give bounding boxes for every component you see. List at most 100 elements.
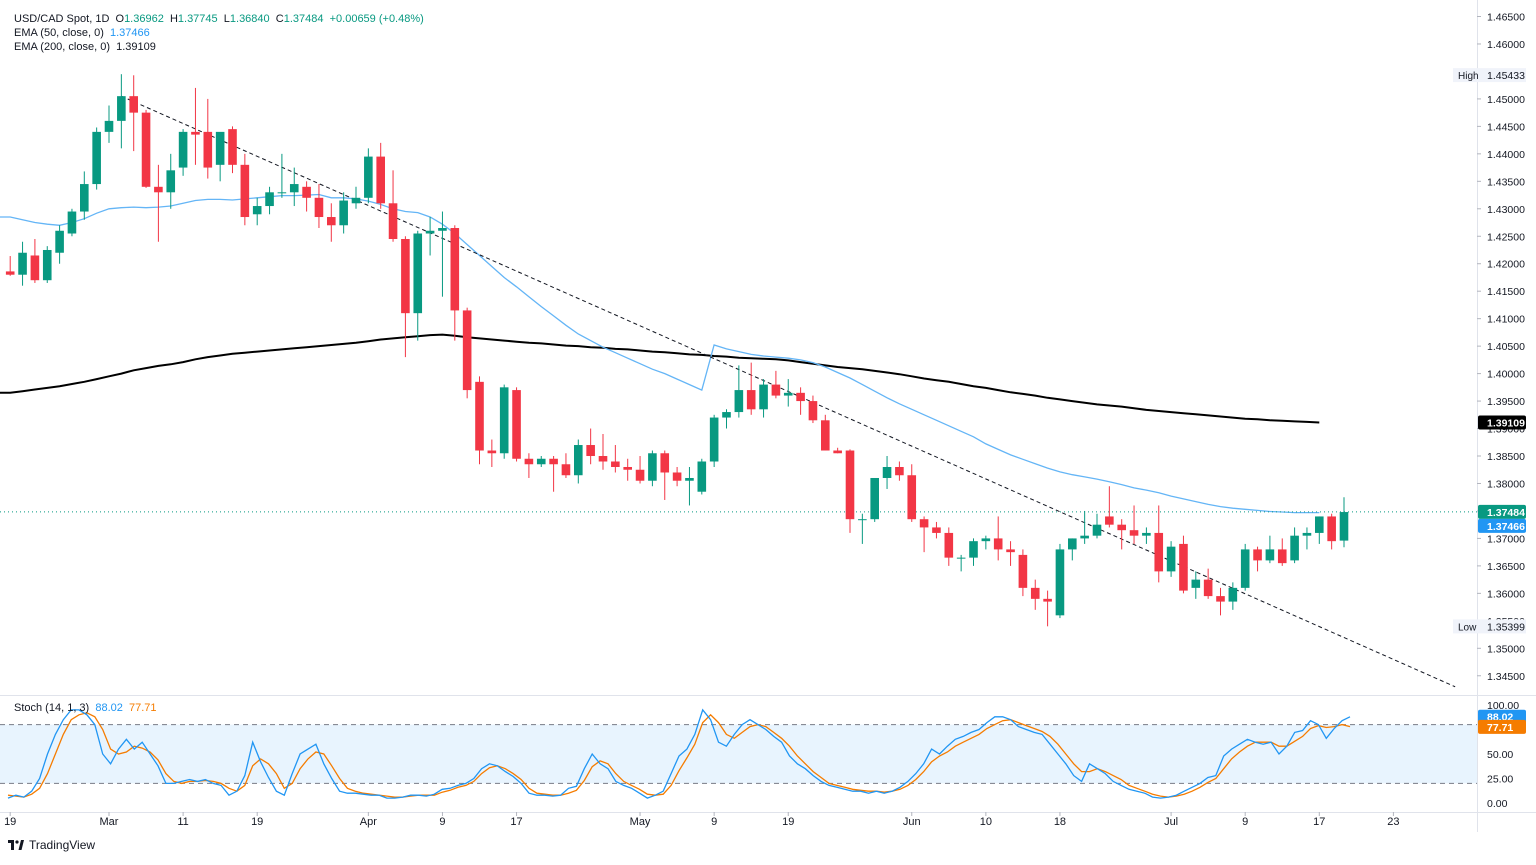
candle [240,153,250,226]
candle-body [203,131,213,168]
candle [672,466,682,487]
svg-text:77.71: 77.71 [1487,722,1513,734]
candle-body [154,186,163,193]
price-tick-label: 1.37000 [1487,533,1525,545]
candle [561,453,571,478]
candle [858,513,867,544]
candle-body [944,532,954,558]
ema200-legend[interactable]: EMA (200, close, 0) 1.39109 [14,41,156,53]
candle [907,464,917,522]
candle [1006,541,1015,566]
time-tick-label: 9 [439,816,445,828]
candle-body [1129,530,1139,536]
candle [821,414,830,451]
candle [401,236,410,358]
time-tick-label: 18 [1054,816,1066,828]
candle-body [413,233,423,314]
stoch-legend[interactable]: Stoch (14, 1, 3) 88.02 77.71 [14,702,157,714]
candle-body [388,203,398,240]
candle-body [808,401,818,421]
candle [1030,579,1040,610]
stochastic-panel [0,708,1477,799]
candle [635,456,645,484]
time-tick-label: Mar [100,816,119,828]
candle-body [277,192,287,194]
candle-body [746,390,756,410]
candle [536,456,546,467]
candles-layer [5,74,1349,627]
candle-body [561,464,571,476]
price-tick-label: 1.39500 [1487,396,1525,408]
candle [734,365,744,418]
price-tick-label: 1.36500 [1487,561,1525,573]
candle-body [104,120,114,132]
candle-body [611,461,620,467]
stoch-tick-label: 0.00 [1487,798,1508,810]
svg-text:1.35399: 1.35399 [1487,621,1525,633]
candle [1203,568,1213,599]
price-tick-label: 1.46500 [1487,12,1525,24]
candle [919,516,929,553]
stoch-tick-label: 50.00 [1487,749,1513,761]
candle [1216,587,1225,616]
tradingview-logo-icon [8,840,24,850]
price-tick-label: 1.41000 [1487,314,1525,326]
tradingview-branding[interactable]: TradingView [8,838,95,852]
stoch-tick-label: 25.00 [1487,774,1513,786]
candle [746,362,756,415]
candle-body [265,192,274,207]
candle [1253,546,1262,572]
candle-body [191,131,200,135]
candle [574,439,583,484]
high-value: 1.37745 [177,13,218,25]
candle-body [1253,549,1262,561]
candle [549,456,558,492]
candle [18,241,27,286]
candle [845,449,855,533]
ohlc-legend: USD/CAD Spot, 1D O1.36962 H1.37745 L1.36… [14,13,424,25]
candle-body [1080,535,1089,539]
candle [1043,590,1052,627]
candle [1166,541,1176,577]
candle-body [697,461,707,492]
candle [141,109,151,188]
candle [1179,535,1188,594]
candle-body [981,538,991,542]
candle-body [80,184,89,212]
candle [388,170,398,242]
candle [425,217,435,256]
price-tick-label: 1.44000 [1487,149,1525,161]
stoch-label: Stoch (14, 1, 3) [14,702,90,714]
time-tick-label: 17 [1313,816,1325,828]
candle [1240,543,1250,591]
price-tick-label: 1.38500 [1487,451,1525,463]
candle-body [289,184,299,193]
candle [351,186,361,209]
ema50-legend[interactable]: EMA (50, close, 0) 1.37466 [14,27,150,39]
price-tick-label: 1.43500 [1487,176,1525,188]
candle [1315,516,1324,544]
price-tick-label: 1.44500 [1487,121,1525,133]
price-tick-label: 1.35000 [1487,643,1525,655]
candle-body [450,228,460,311]
candle [166,153,176,209]
candle [512,387,521,462]
candle-body [969,541,978,558]
candle-body [1216,596,1225,602]
candle-body [166,170,176,193]
candle [1105,486,1114,528]
candle [771,370,781,399]
candle [1092,513,1102,539]
candle-body [42,249,52,281]
candle-body [364,156,373,198]
candle [302,181,311,212]
candle [709,414,719,467]
candle [993,516,1003,561]
axis-layer: 1.345001.350001.355001.360001.365001.370… [4,12,1526,828]
candle [215,131,225,182]
candle-body [1055,549,1065,616]
candle-body [475,381,484,451]
candle-body [821,420,830,451]
